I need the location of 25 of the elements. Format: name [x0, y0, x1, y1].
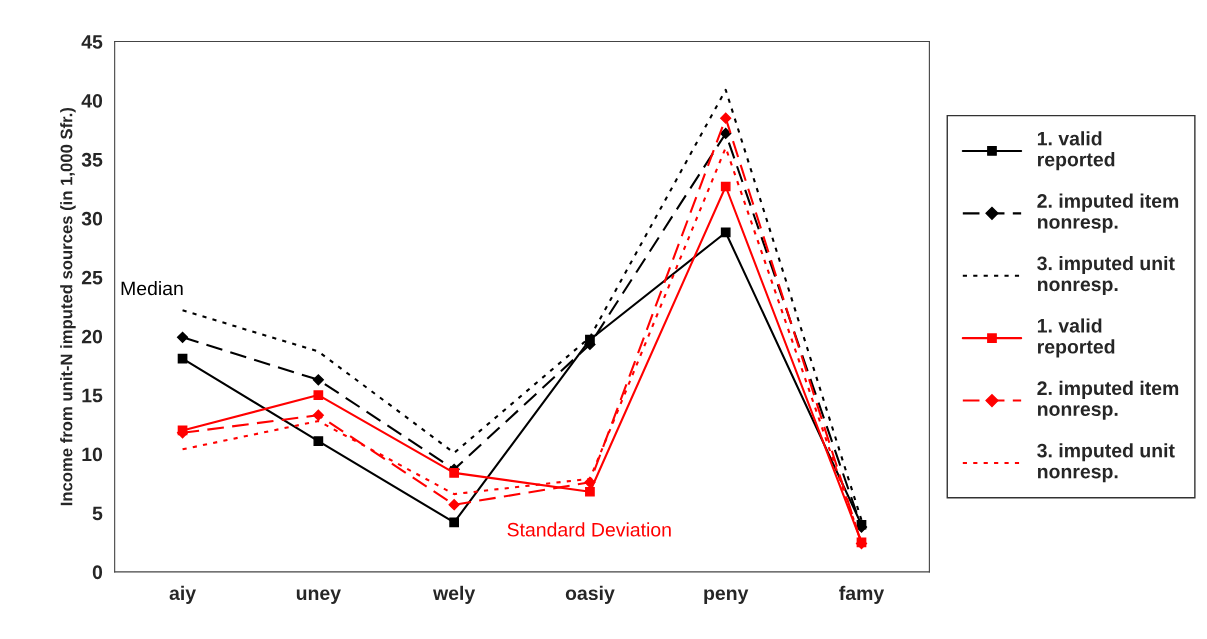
legend-label: 3. imputed unit nonresp.: [1037, 443, 1175, 483]
legend-label: 3. imputed unit nonresp.: [1037, 255, 1175, 296]
legend-label: 1. valid reported: [1037, 131, 1115, 171]
x-tick-label: aiy: [169, 585, 196, 604]
x-tick-label: wely: [433, 585, 476, 604]
x-tick-label: famy: [839, 585, 885, 604]
y-tick-label: 25: [81, 270, 103, 285]
y-tick-label: 10: [82, 447, 103, 462]
y-tick-label: 45: [81, 35, 103, 49]
x-tick-label: oasiy: [565, 585, 615, 604]
x-tick-label: peny: [704, 589, 749, 604]
legend-label: 1. valid reported: [1037, 318, 1115, 358]
y-tick-label: 5: [92, 506, 103, 521]
y-tick-label: 40: [81, 93, 103, 108]
annotation: Median: [121, 281, 183, 296]
y-tick-label: 30: [81, 211, 103, 226]
annotation: Standard Deviation: [507, 522, 671, 537]
legend-label: 2. imputed item nonresp.: [1037, 380, 1179, 420]
y-tick-label: 15: [82, 388, 103, 403]
y-tick-label: 0: [92, 565, 103, 580]
y-axis-title: Income from unit-N imputed sources (in 1,000 Sfr.): [60, 107, 76, 506]
legend-label: 2. imputed item nonresp.: [1037, 193, 1179, 233]
x-tick-label: uney: [296, 589, 341, 604]
y-tick-label: 20: [81, 329, 103, 344]
y-tick-label: 35: [81, 152, 103, 167]
